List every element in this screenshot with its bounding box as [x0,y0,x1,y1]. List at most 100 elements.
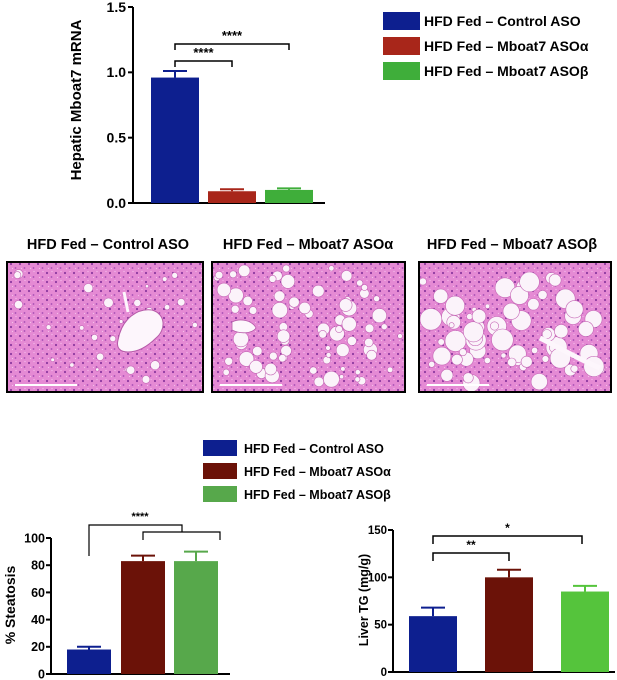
tg-bracket-line [432,535,583,544]
lipid-droplet [530,373,548,391]
bottom-legend-label-beta: HFD Fed – Mboat7 ASOβ [244,488,391,502]
mrna-chart: Hepatic Mboat7 mRNA 0.0 0.5 1.0 1.5 **** **** [68,0,325,211]
bottom-legend-swatch-control [203,440,237,456]
lipid-droplet [298,301,311,315]
lipid-droplet [451,354,463,366]
steatosis-y-tick-label: 100 [24,531,45,545]
lipid-droplet [83,283,94,293]
lipid-droplet [346,335,357,346]
lipid-droplet [248,306,258,315]
lipid-droplet [541,355,550,363]
lipid-droplet [371,308,387,324]
lipid-droplet [500,352,507,359]
lipid-droplet [309,366,318,375]
lipid-droplet [69,362,75,368]
lipid-droplet [471,309,487,324]
lipid-droplet [271,302,288,319]
tg-significance-bracket: ** [432,538,510,561]
lipid-droplet [14,300,23,310]
histology-title-control: HFD Fed – Control ASO [27,237,189,253]
steatosis-y-axis-label: % Steatosis [2,565,18,644]
mrna-significance-label: **** [222,28,243,43]
bottom-legend-label-control: HFD Fed – Control ASO [244,442,384,456]
lipid-droplet [491,328,514,352]
steatosis-y-tick-label: 60 [31,586,45,600]
lipid-droplet [527,298,540,311]
top-legend-label-beta: HFD Fed – Mboat7 ASOβ [424,63,589,79]
lipid-droplet [50,357,55,362]
tg-y-tick-label: 50 [374,620,387,632]
mrna-bar [265,189,313,203]
top-legend-item-beta: HFD Fed – Mboat7 ASOβ [383,62,589,80]
bottom-legend-item-control: HFD Fed – Control ASO [203,440,384,456]
lipid-droplet [428,360,436,368]
lipid-droplet [276,329,291,343]
lipid-droplet [238,264,251,277]
lipid-droplet [312,284,325,298]
lipid-droplet [95,367,100,372]
lipid-droplet [448,322,455,329]
lipid-droplet [126,365,136,375]
lipid-droplet [373,295,380,303]
lipid-droplet [570,364,579,373]
lipid-droplet [578,321,594,337]
top-legend-label-control: HFD Fed – Control ASO [424,13,581,29]
lipid-droplet [380,323,388,331]
lipid-droplet [177,298,186,307]
steatosis-bar [67,649,111,674]
top-legend-swatch-control [383,12,420,30]
lipid-droplet [249,359,263,374]
steatosis-y-tick-label: 20 [31,640,45,654]
mrna-significance-label: **** [193,45,214,60]
lipid-droplet [13,271,22,279]
bottom-legend-swatch-alpha [203,463,237,479]
histology-image-control [6,261,204,393]
top-legend-item-alpha: HFD Fed – Mboat7 ASOα [383,37,589,55]
lipid-droplet [273,290,286,302]
lipid-droplet [432,346,452,366]
lipid-droplet [445,295,466,316]
lipid-droplet [440,368,454,382]
lipid-droplet [45,324,52,331]
mrna-bracket-line [174,43,290,50]
lipid-droplet [397,333,403,339]
steatosis-bracket-main [88,524,183,556]
tg-y-tick-label: 0 [381,667,387,679]
lipid-droplet [387,366,394,373]
lipid-droplet [278,354,287,363]
mrna-y-tick-label: 0.5 [107,130,127,146]
lipid-droplet [268,351,278,361]
lipid-droplet [507,357,517,367]
lipid-droplet [458,348,467,357]
lipid-droplet [282,264,291,273]
lipid-droplet [228,287,244,304]
lipid-droplet [510,285,529,305]
lipid-droplet [145,284,149,289]
histology-title-alpha: HFD Fed – Mboat7 ASOα [223,237,393,253]
mrna-y-tick-label: 1.0 [107,64,127,80]
top-legend-swatch-beta [383,62,420,80]
lipid-droplet [502,302,520,320]
lipid-droplet [433,288,449,304]
lipid-droplet [325,345,331,351]
lipid-droplet [340,366,346,372]
histology-border [211,261,406,393]
lipid-droplet [483,356,491,364]
lipid-droplet [437,338,445,346]
lipid-droplet [554,324,569,339]
lipid-droplet [339,298,353,312]
lipid-droplet [542,329,552,339]
lipid-droplet [109,335,117,343]
lipid-droplet [318,330,327,339]
steatosis-bracket-group [142,531,221,540]
tg-bar [561,591,609,672]
bottom-legend-label-alpha: HFD Fed – Mboat7 ASOα [244,465,391,479]
steatosis-significance-bracket: **** [88,511,221,556]
lipid-droplet [280,345,292,357]
lipid-droplet [335,325,343,333]
tg-significance-bracket: * [432,521,583,544]
lipid-droplet [191,322,198,328]
lipid-droplet [462,321,484,343]
